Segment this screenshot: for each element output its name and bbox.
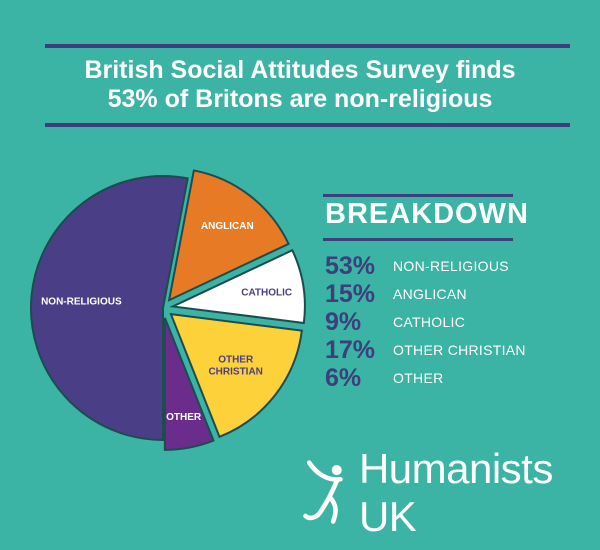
- page-title: British Social Attitudes Survey finds 53…: [20, 56, 580, 114]
- pie-slice-catholic: [169, 248, 306, 325]
- pie-label-catholic: CATHOLIC: [241, 288, 292, 299]
- pie-label-other-christian: OTHER CHRISTIAN: [208, 354, 262, 377]
- breakdown-percent: 6%: [325, 363, 362, 392]
- pie-label-non-religious: NON-RELIGIOUS: [41, 296, 122, 307]
- breakdown-item: 53% NON-RELIGIOUS: [325, 252, 526, 280]
- breakdown-item: 9% CATHOLIC: [325, 308, 526, 336]
- title-line-1: British Social Attitudes Survey finds: [84, 56, 516, 84]
- breakdown-item: 15% ANGLICAN: [325, 280, 526, 308]
- brand-name: Humanists UK: [358, 445, 553, 540]
- breakdown-label: CATHOLIC: [393, 314, 466, 330]
- breakdown-label: ANGLICAN: [393, 286, 467, 302]
- title-rule-top: [45, 44, 570, 48]
- breakdown-percent: 9%: [325, 307, 362, 336]
- breakdown-label: OTHER: [393, 370, 444, 386]
- title-rule-bottom: [45, 123, 570, 127]
- breakdown-item: 17% OTHER CHRISTIAN: [325, 336, 526, 364]
- brand-logo: Humanists UK: [300, 445, 600, 541]
- breakdown-percent: 15%: [325, 279, 376, 308]
- pie-label-other: OTHER: [166, 412, 202, 423]
- breakdown-label: OTHER CHRISTIAN: [393, 342, 526, 358]
- title-line-2: 53% of Britons are non-religious: [107, 85, 493, 113]
- breakdown-percent: 17%: [325, 335, 376, 364]
- breakdown-label: NON-RELIGIOUS: [393, 258, 509, 274]
- breakdown-title: BREAKDOWN: [325, 198, 529, 230]
- humanist-figure-icon: [303, 460, 343, 524]
- pie-slice-non-religious: [30, 175, 189, 442]
- breakdown-percent: 53%: [325, 251, 376, 280]
- breakdown-rule-top: [323, 194, 513, 197]
- pie-slice-other: [163, 317, 215, 451]
- pie-slice-other-christian: [169, 312, 303, 439]
- breakdown-list: 53% NON-RELIGIOUS 15% ANGLICAN 9% CATHOL…: [325, 252, 526, 392]
- breakdown-item: 6% OTHER: [325, 364, 526, 392]
- pie-label-anglican: ANGLICAN: [201, 221, 254, 232]
- breakdown-rule-bottom: [323, 238, 513, 241]
- pie-slice-anglican: [167, 169, 290, 302]
